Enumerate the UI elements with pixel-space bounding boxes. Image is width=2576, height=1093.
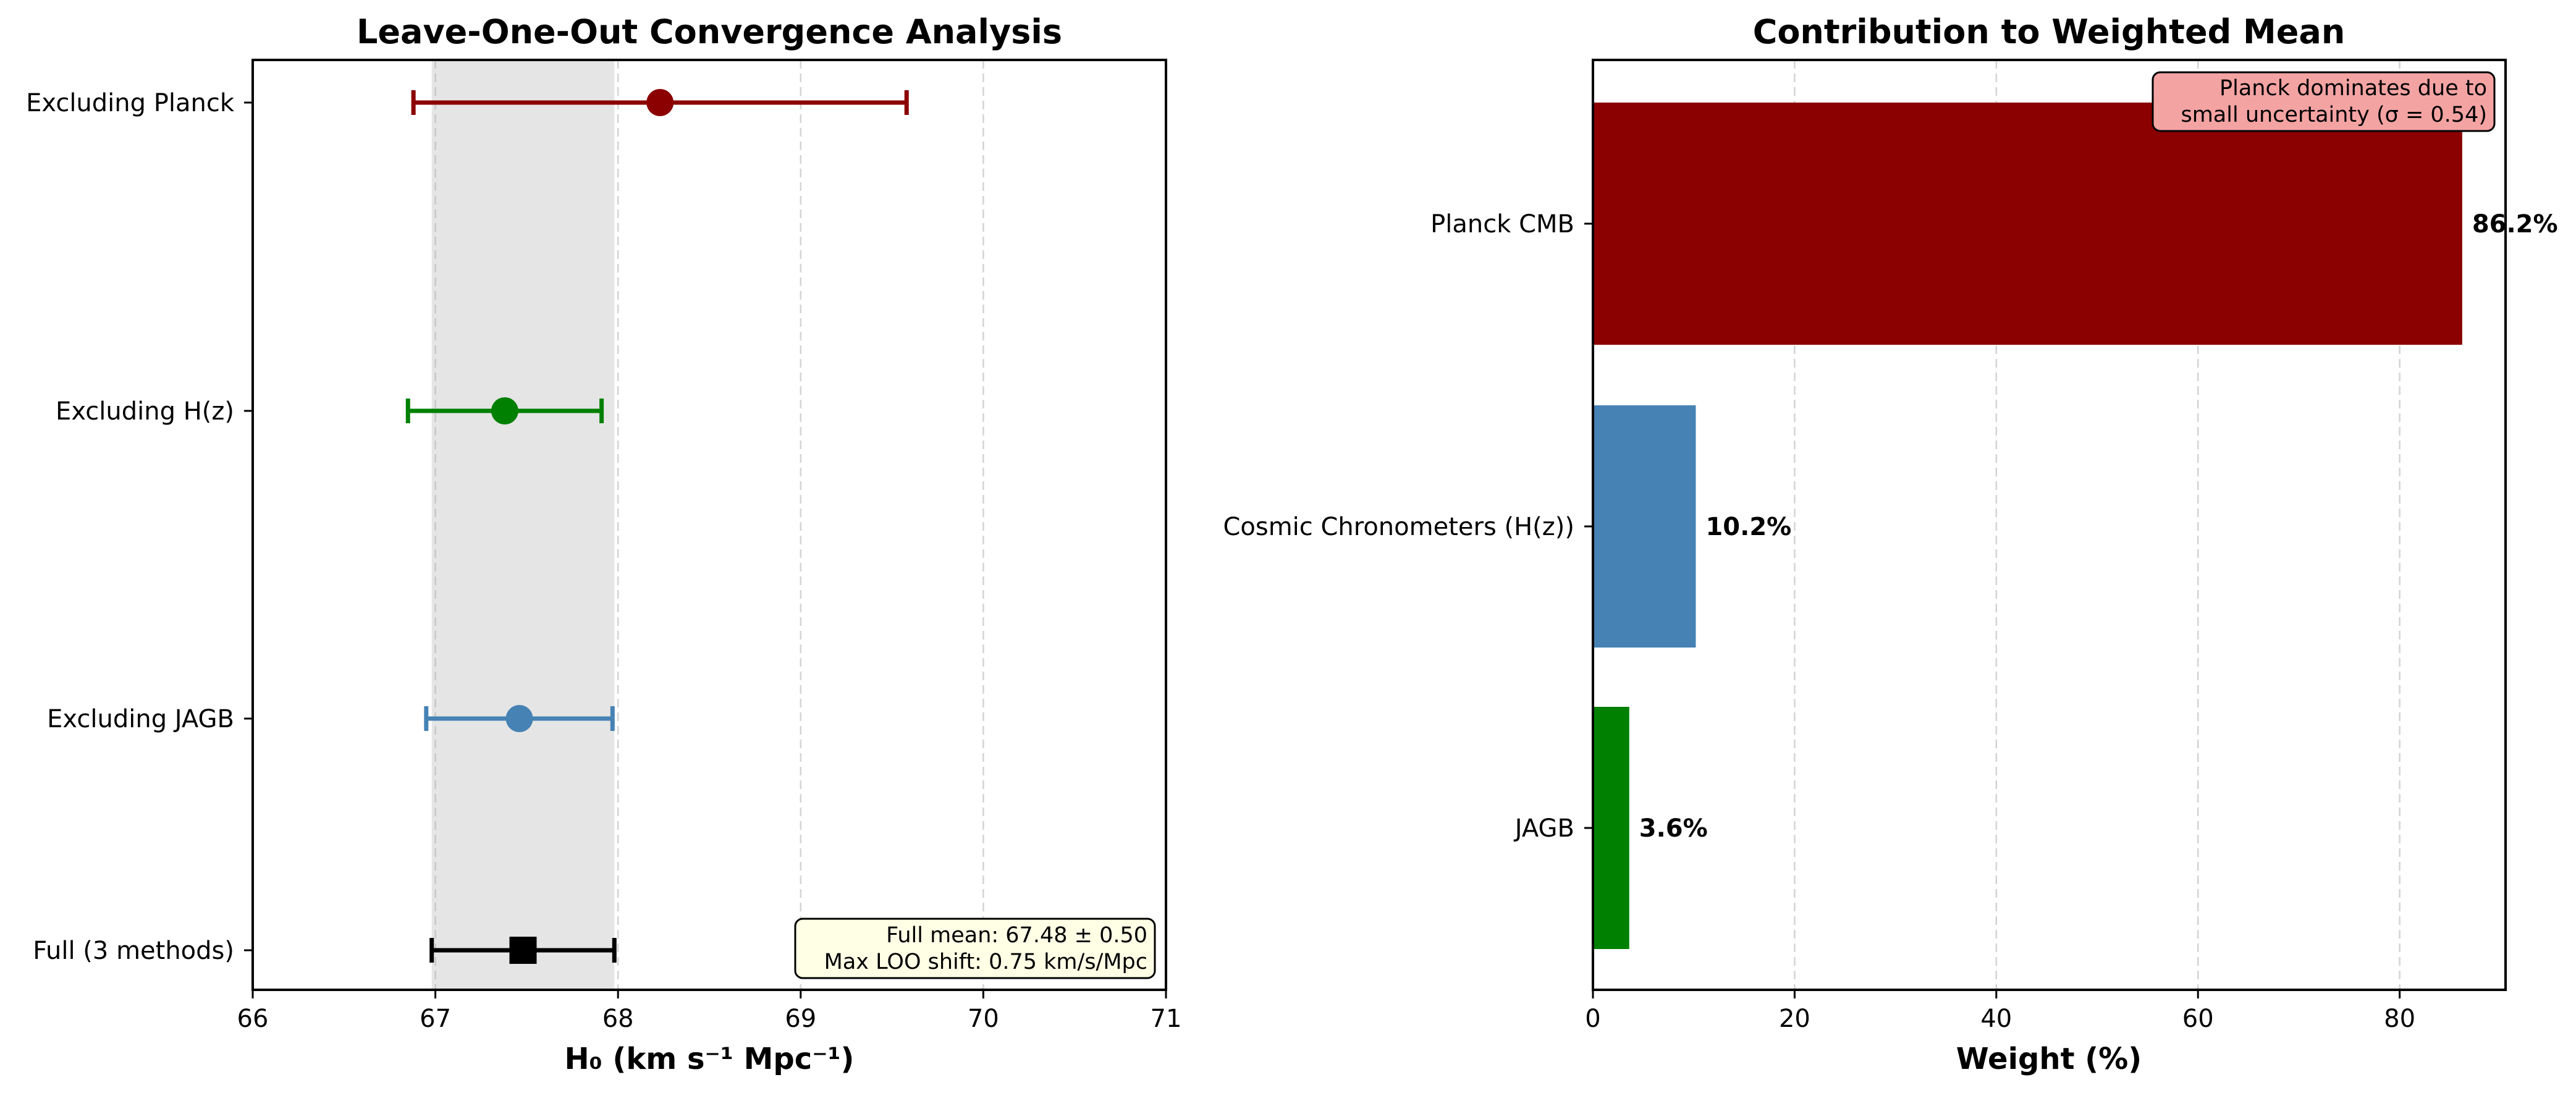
loo-x-tick-label: 68	[602, 1005, 634, 1033]
planck-dominance-note: Planck dominates due to small uncertaint…	[2152, 71, 2496, 132]
loo-point-group	[429, 937, 617, 964]
estimate-marker	[491, 397, 518, 424]
weight-bar-group: 86.2%	[1593, 103, 2558, 345]
loo-point-group	[405, 397, 604, 424]
weight-x-tick-label: 80	[2384, 1005, 2415, 1033]
planck-note-line-2: small uncertainty (σ = 0.54)	[2181, 103, 2487, 127]
weight-category-label: JAGB	[1513, 814, 1574, 843]
loo-x-tick-label: 66	[237, 1005, 269, 1033]
weight-value-label: 3.6%	[1639, 814, 1708, 843]
estimate-marker	[646, 89, 674, 116]
loo-summary-line-2: Max LOO shift: 0.75 km/s/Mpc	[824, 950, 1147, 974]
loo-row-label: Excluding H(z)	[56, 397, 234, 426]
weight-x-tick-label: 0	[1585, 1005, 1600, 1033]
weight-chart-title: Contribution to Weighted Mean	[1753, 12, 2346, 51]
weight-chart: 86.2% 10.2% 3.6% 0 20 40 60 80 Planck CMB Cosmi…	[1223, 12, 2557, 1076]
weight-value-label: 86.2%	[2472, 210, 2558, 238]
weight-bar-group: 3.6%	[1593, 707, 1708, 949]
weight-bar	[1593, 405, 1696, 648]
weight-plot-frame	[1592, 59, 2507, 991]
loo-x-tick-label: 69	[785, 1005, 816, 1033]
weight-x-tick-label: 20	[1779, 1005, 1810, 1033]
loo-summary-box: Full mean: 67.48 ± 0.50 Max LOO shift: 0…	[794, 918, 1156, 979]
weight-category-label: Cosmic Chronometers (H(z))	[1223, 513, 1574, 541]
loo-point-group	[411, 89, 909, 116]
loo-summary-line-1: Full mean: 67.48 ± 0.50	[886, 923, 1147, 948]
weight-bar	[1593, 103, 2462, 345]
loo-x-axis-label: H₀ (km s⁻¹ Mpc⁻¹)	[564, 1042, 854, 1076]
loo-row-label: Excluding JAGB	[47, 705, 234, 733]
weight-bar-group: 10.2%	[1593, 405, 1791, 648]
weight-bar	[1593, 707, 1629, 949]
loo-x-tick-label: 70	[968, 1005, 999, 1033]
loo-row-label: Excluding Planck	[26, 89, 235, 117]
loo-chart: 66 67 68 69 70 71 Excluding Planck Excluding H…	[26, 12, 1181, 1076]
weight-value-label: 10.2%	[1705, 513, 1791, 541]
loo-chart-title: Leave-One-Out Convergence Analysis	[357, 12, 1062, 51]
estimate-marker-square	[509, 937, 537, 964]
weight-category-label: Planck CMB	[1430, 210, 1574, 238]
estimate-marker	[505, 705, 533, 732]
weight-x-tick-label: 40	[1980, 1005, 2012, 1033]
loo-point-group	[424, 705, 615, 732]
loo-row-label: Full (3 methods)	[33, 937, 234, 965]
weight-x-tick-label: 60	[2182, 1005, 2214, 1033]
full-mean-band	[431, 60, 615, 990]
loo-plot-frame	[251, 59, 1167, 991]
weight-x-axis-label: Weight (%)	[1956, 1042, 2142, 1076]
loo-x-tick-label: 71	[1151, 1005, 1182, 1033]
planck-note-line-1: Planck dominates due to	[2219, 76, 2487, 101]
loo-x-tick-label: 67	[420, 1005, 451, 1033]
